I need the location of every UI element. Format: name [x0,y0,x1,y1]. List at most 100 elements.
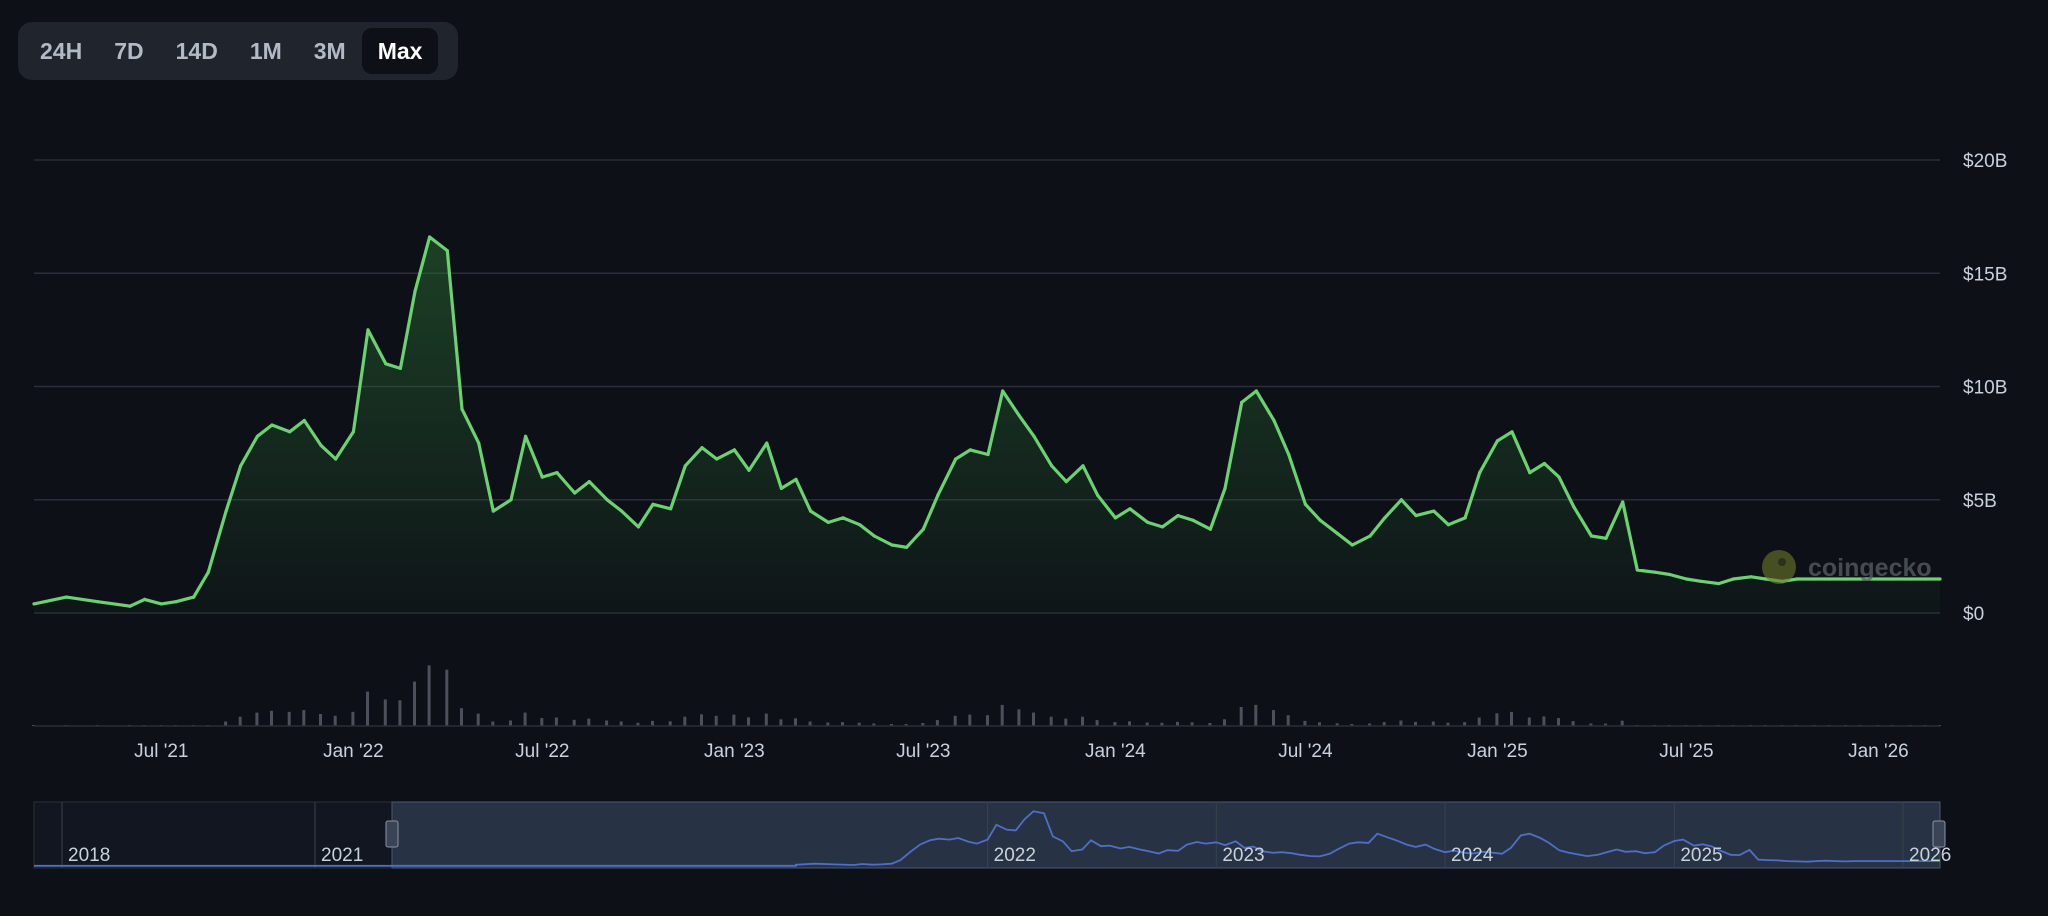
volume-bar [460,708,463,726]
volume-bar [651,720,654,726]
data-point [1876,577,1880,581]
data-point [1891,577,1895,581]
data-point [460,407,464,411]
data-point [477,441,481,445]
data-point [700,446,704,450]
data-point [1017,414,1022,418]
volume-bar [1399,720,1403,726]
volume-bar [904,724,908,726]
data-point [398,366,402,370]
volume-bar [476,713,480,726]
volume-bar [1000,704,1004,726]
volume-bar [1049,716,1053,726]
volume-bar [413,681,416,726]
data-point [765,441,769,445]
data-point [1303,502,1307,506]
volume-bar [1414,721,1417,726]
volume-bar [794,718,797,726]
y-tick-label: $15B [1963,264,2007,285]
data-point [872,534,876,538]
data-point [1923,577,1927,581]
navigator-year-label: 2022 [994,845,1036,866]
volume-bar [1223,719,1226,726]
volume-bar [554,717,558,726]
navigator-year-label: 2021 [321,845,363,866]
data-point [587,480,591,484]
data-point [555,471,559,475]
volume-bar [1557,718,1560,726]
data-point [159,602,163,606]
navigator-selection[interactable] [391,801,1941,869]
data-point [1653,570,1657,574]
data-point [1542,461,1546,466]
navigator-right-handle[interactable] [1932,820,1946,848]
y-tick-label: $20B [1963,151,2007,172]
data-point [890,543,894,547]
navigator-line [34,810,1940,867]
y-axis: $0 $5B $10B $15B $20B [1963,151,2007,625]
navigator-left-handle[interactable] [385,820,399,848]
volume-bar [1495,713,1499,726]
volume-bar [779,719,783,726]
volume-bar [1017,709,1021,726]
volume-bar [333,715,337,726]
volume-bar [683,716,687,726]
volume-bar [270,710,273,726]
watermark-logo: coingecko [1762,550,1932,584]
tab-7d[interactable]: 7D [114,37,144,64]
data-point [1350,543,1354,547]
data-point [1254,389,1258,393]
volume-bar [1160,722,1164,726]
volume-bar [841,722,844,726]
coingecko-icon [1762,550,1796,584]
data-point [936,493,940,497]
navigator-year-label: 2023 [1222,845,1264,866]
data-point [1938,577,1942,581]
volume-bar [1335,723,1339,726]
data-point [351,430,355,434]
data-point [224,509,228,513]
data-point [651,502,655,506]
volume-bar [238,716,242,726]
volume-bar [732,714,736,726]
volume-bar [1431,721,1435,726]
data-point [1191,518,1195,522]
data-point [1208,527,1212,531]
data-point [1827,577,1831,581]
data-point [858,523,862,527]
data-point [573,491,577,495]
volume-bar [1113,722,1117,726]
volume-bar [1032,712,1035,726]
data-point [302,418,306,423]
tab-3m[interactable]: 3M [313,37,346,64]
data-point [1684,577,1688,581]
y-tick-label: $10B [1963,378,2007,399]
data-point [384,362,388,366]
navigator-year-label: 2025 [1680,845,1722,866]
data-point [1749,575,1753,579]
tab-max[interactable]: Max [361,28,439,74]
x-tick-label: Jan '25 [1467,741,1528,762]
data-point [524,434,528,438]
data-point [1604,536,1608,540]
coingecko-eye [1778,558,1786,566]
x-tick-label: Jul '22 [515,741,569,762]
data-point [1557,475,1561,479]
volume-bar [605,720,609,726]
volume-bar [383,699,387,726]
data-point [96,600,100,604]
data-point [1146,520,1150,525]
tab-14d[interactable]: 14D [175,37,218,64]
data-point [1859,577,1863,581]
volume-bar [857,722,861,726]
data-point [1081,464,1085,468]
data-point [968,448,972,452]
data-point [747,468,751,472]
tab-24h[interactable]: 24H [40,37,83,64]
x-tick-label: Jan '22 [323,741,384,762]
data-point [128,604,132,608]
volume-bar [32,725,35,726]
navigator[interactable]: 2018 2021 2022 2023 2024 2025 2026 [33,801,1951,869]
tab-1m[interactable]: 1M [249,37,282,64]
